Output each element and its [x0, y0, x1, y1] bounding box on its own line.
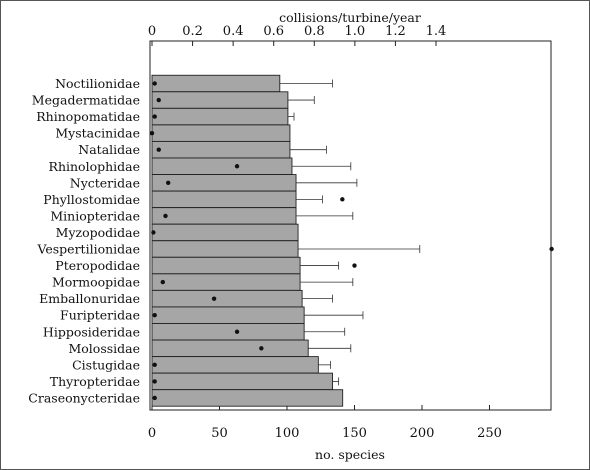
- species-dot: [152, 81, 157, 86]
- category-label: Molossidae: [68, 341, 140, 356]
- category-label: Pteropodidae: [55, 258, 140, 273]
- category-label: Rhinopomatidae: [36, 109, 140, 124]
- bottom-tick-label: 200: [410, 426, 435, 441]
- bar: [151, 190, 297, 209]
- top-tick-label: 1.2: [385, 24, 406, 39]
- bar: [151, 306, 305, 324]
- top-tick-label: 0.6: [263, 24, 284, 39]
- bar: [151, 140, 291, 159]
- category-labels: Noctilionidae MegadermatidaeRhinopomatida…: [28, 76, 140, 405]
- category-label: Rhinolophidae: [49, 159, 140, 174]
- species-dot: [156, 147, 161, 152]
- bottom-axis-ticks: 0 50 100 150 200 250: [148, 405, 502, 441]
- bar: [151, 289, 303, 308]
- category-label: Cistugidae: [72, 357, 140, 372]
- top-axis-title: collisions/turbine/year: [279, 10, 421, 25]
- species-dots: [149, 81, 554, 401]
- category-label: Vespertilionidae: [36, 242, 140, 257]
- species-dot: [234, 164, 240, 169]
- category-label: Phyllostomidae: [43, 192, 140, 207]
- bottom-tick-label: 150: [342, 426, 367, 441]
- top-axis-ticks: 0 0.2 0.4 0.6 0.8 1.0 1.2 1.4: [148, 24, 446, 46]
- bar: [151, 256, 301, 275]
- plot-frame: [149, 40, 552, 411]
- category-label: Thyropteridae: [50, 374, 140, 389]
- species-dot: [259, 346, 264, 351]
- bar: [151, 174, 297, 192]
- top-tick-label: 0.2: [182, 24, 203, 39]
- species-dot: [152, 362, 157, 368]
- category-label: Noctilionidae: [55, 76, 140, 91]
- bottom-axis-title: no. species: [315, 447, 385, 462]
- category-label: Mystacinidae: [55, 126, 140, 141]
- species-dot: [152, 313, 157, 318]
- species-dot: [160, 279, 165, 285]
- species-dot: [151, 230, 156, 235]
- top-tick-label: 0.4: [223, 24, 244, 39]
- category-label: Mormoopidae: [52, 275, 140, 290]
- species-dot: [352, 263, 357, 268]
- species-dot: [152, 395, 157, 401]
- bar: [151, 240, 299, 258]
- category-label: Myzopodidae: [56, 225, 140, 240]
- species-dot: [152, 379, 157, 384]
- category-label: Furipteridae: [60, 308, 140, 323]
- bar: [151, 339, 309, 357]
- bar: [151, 74, 281, 93]
- species-dot: [234, 329, 240, 334]
- bar: [151, 323, 305, 341]
- category-label: Craseonycteridae: [28, 390, 140, 405]
- species-dot: [166, 180, 171, 185]
- species-dot: [549, 246, 554, 252]
- top-tick-label: 0.8: [304, 24, 325, 39]
- top-tick-label: 1.0: [345, 24, 366, 39]
- bar: [151, 372, 333, 391]
- bar: [151, 389, 344, 407]
- top-tick-label: 0: [148, 24, 156, 39]
- top-tick-label: 1.4: [426, 24, 447, 39]
- bottom-tick-label: 250: [477, 426, 502, 441]
- species-dot: [211, 296, 217, 301]
- category-label: Miniopteridae: [50, 208, 140, 223]
- bar: [151, 107, 289, 126]
- species-dot: [152, 114, 157, 119]
- bar: [151, 223, 299, 242]
- bars: [151, 74, 344, 407]
- category-label: Nycteridae: [70, 175, 140, 190]
- bar: [151, 124, 291, 142]
- bar: [151, 91, 289, 109]
- bottom-tick-label: 100: [275, 426, 300, 441]
- bar: [151, 207, 297, 225]
- category-label: Hipposideridae: [43, 324, 140, 339]
- category-label: Megadermatidae: [32, 93, 140, 108]
- bottom-tick-label: 50: [211, 426, 228, 441]
- category-label: Emballonuridae: [39, 291, 140, 306]
- species-dot: [163, 213, 168, 219]
- error-bars: [279, 79, 421, 386]
- bar: [151, 157, 293, 175]
- species-dot: [149, 130, 155, 136]
- species-dot: [156, 97, 161, 103]
- category-label: Natalidae: [78, 142, 140, 157]
- bar: [151, 273, 301, 291]
- bottom-tick-label: 0: [148, 426, 156, 441]
- bar: [151, 356, 319, 374]
- species-dot: [340, 197, 345, 202]
